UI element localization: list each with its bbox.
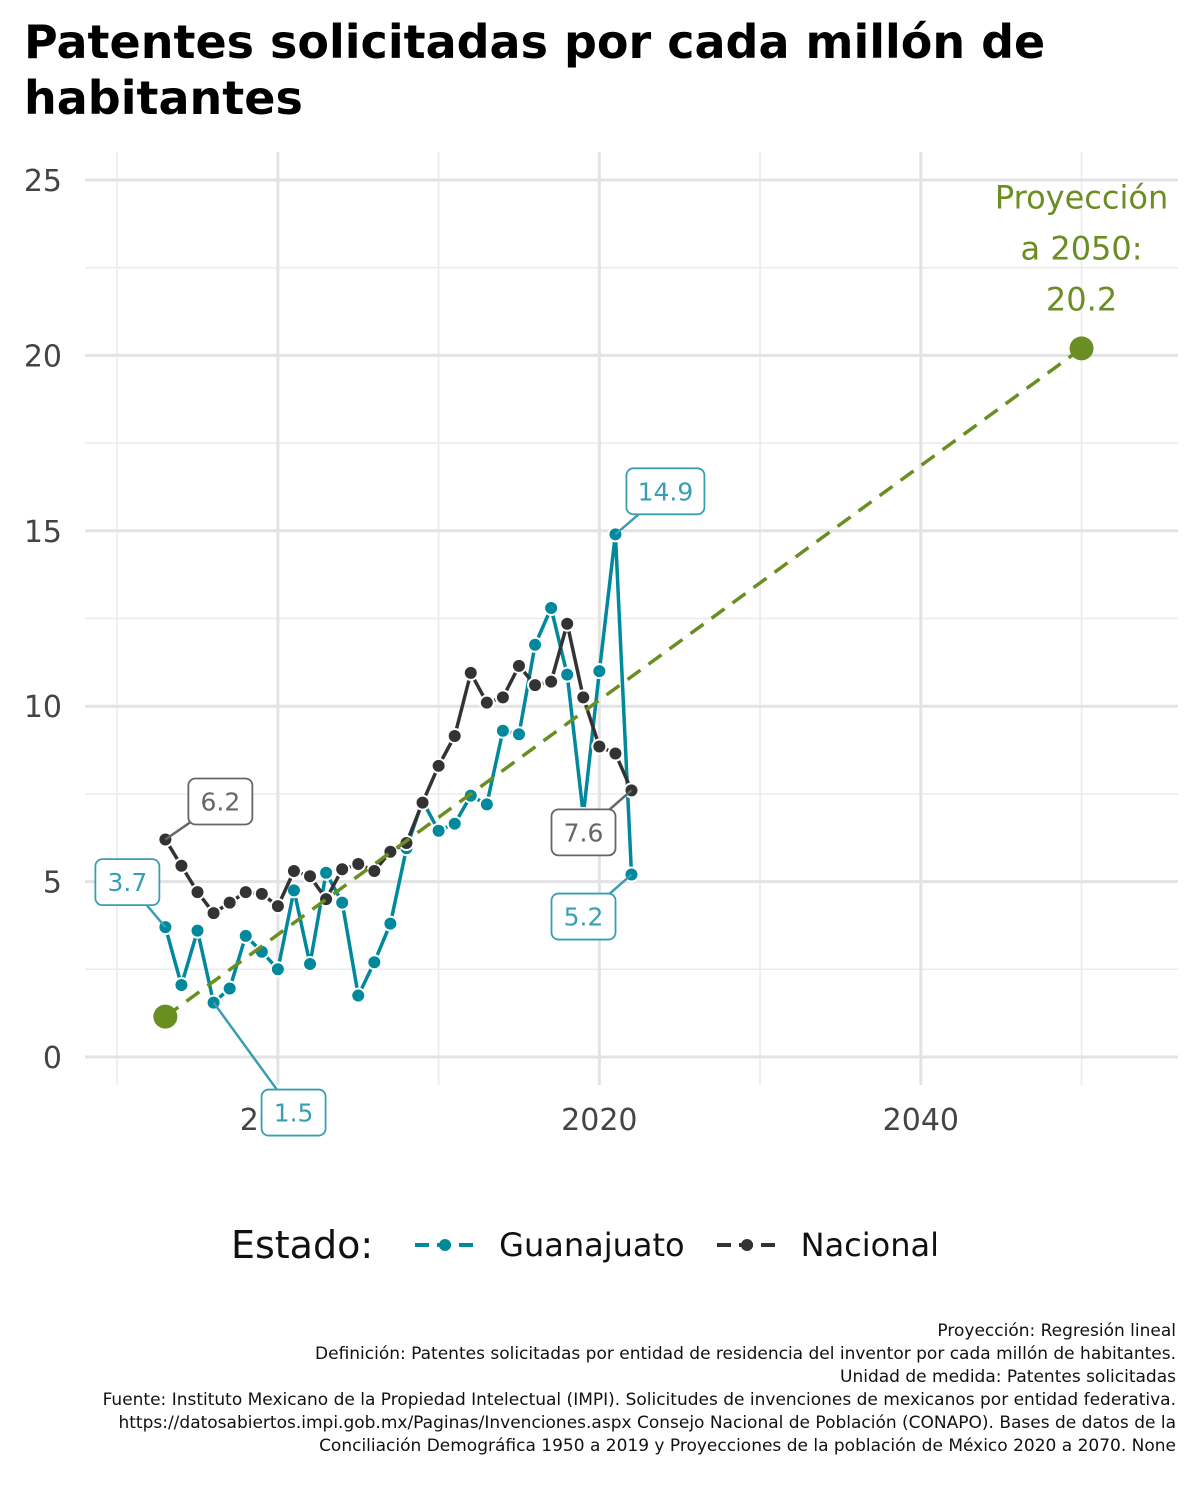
data-point-nacional bbox=[414, 794, 431, 811]
data-point-nacional bbox=[559, 615, 576, 632]
data-point-nacional bbox=[221, 894, 238, 911]
data-point-guanajuato bbox=[543, 599, 560, 616]
data-point-nacional bbox=[205, 905, 222, 922]
data-point-guanajuato bbox=[366, 954, 383, 971]
data-point-guanajuato bbox=[382, 915, 399, 932]
data-point-nacional bbox=[237, 884, 254, 901]
data-point-guanajuato bbox=[430, 822, 447, 839]
grid-minor bbox=[85, 152, 1178, 1085]
data-point-nacional bbox=[543, 673, 560, 690]
data-point-guanajuato bbox=[237, 927, 254, 944]
data-point-nacional bbox=[285, 863, 302, 880]
annotation-label: 1.5 bbox=[274, 1099, 314, 1128]
caption-line-projection: Proyección: Regresión lineal bbox=[937, 1321, 1176, 1341]
data-point-nacional bbox=[527, 677, 544, 694]
annotation-label: 7.6 bbox=[564, 818, 604, 847]
projection-layer: Proyección a 2050: 20.2 bbox=[153, 178, 1168, 1029]
annotation-layer: 3.7 1.5 14.9 5.2 6.2 7.6 bbox=[94, 467, 706, 1137]
legend-item-guanajuato: Guanajuato bbox=[413, 1226, 685, 1264]
annotation-box bbox=[260, 1088, 327, 1137]
data-point-nacional bbox=[478, 694, 495, 711]
data-point-guanajuato bbox=[173, 977, 190, 994]
annotation-label: 3.7 bbox=[107, 868, 147, 897]
data-point-nacional bbox=[173, 857, 190, 874]
data-point-guanajuato bbox=[478, 796, 495, 813]
y-tick-label: 0 bbox=[43, 1041, 62, 1076]
data-point-guanajuato bbox=[302, 955, 319, 972]
data-point-guanajuato bbox=[446, 815, 463, 832]
data-point-nacional bbox=[462, 664, 479, 681]
caption-line-unit: Unidad de medida: Patentes solicitadas bbox=[840, 1367, 1176, 1387]
data-point-nacional bbox=[494, 689, 511, 706]
y-axis-ticks: 0 5 10 15 20 25 bbox=[24, 164, 62, 1076]
data-point-nacional bbox=[366, 863, 383, 880]
data-point-nacional bbox=[253, 885, 270, 902]
data-point-guanajuato bbox=[189, 922, 206, 939]
annotation-label: 6.2 bbox=[200, 787, 240, 816]
data-point-nacional bbox=[430, 757, 447, 774]
legend-label-guanajuato: Guanajuato bbox=[499, 1226, 685, 1264]
data-point-guanajuato bbox=[318, 864, 335, 881]
data-point-guanajuato bbox=[350, 987, 367, 1004]
caption-line-source: Fuente: Instituto Mexicano de la Propied… bbox=[102, 1390, 1182, 1456]
series-line-nacional bbox=[163, 622, 634, 915]
chart-title: Patentes solicitadas por cada millón de … bbox=[24, 15, 1046, 125]
projection-label-line: a 2050: bbox=[1021, 229, 1143, 267]
x-axis-ticks: 200020202040 bbox=[240, 1103, 959, 1138]
annotation-label: 5.2 bbox=[564, 903, 604, 932]
caption: Proyección: Regresión lineal Definición:… bbox=[56, 1320, 1176, 1458]
annotation-box bbox=[550, 892, 617, 941]
projection-line bbox=[164, 347, 1083, 1019]
y-tick-label: 20 bbox=[24, 339, 62, 374]
data-point-guanajuato bbox=[221, 980, 238, 997]
data-point-guanajuato bbox=[334, 894, 351, 911]
y-tick-label: 25 bbox=[24, 164, 62, 199]
annotation-box bbox=[550, 808, 617, 857]
x-tick-label: 2020 bbox=[561, 1103, 637, 1138]
projection-label-line: 20.2 bbox=[1046, 280, 1117, 318]
y-tick-label: 5 bbox=[43, 866, 62, 901]
y-tick-label: 15 bbox=[24, 515, 62, 550]
caption-line-definition: Definición: Patentes solicitadas por ent… bbox=[315, 1344, 1176, 1364]
data-point-nacional bbox=[591, 738, 608, 755]
data-point-nacional bbox=[269, 898, 286, 915]
series-line-guanajuato bbox=[163, 532, 634, 1005]
data-point-guanajuato bbox=[269, 961, 286, 978]
data-point-nacional bbox=[575, 689, 592, 706]
legend-title: Estado: bbox=[230, 1223, 374, 1267]
legend-item-nacional: Nacional bbox=[715, 1226, 939, 1264]
data-point-nacional bbox=[446, 728, 463, 745]
annotation-box bbox=[94, 858, 161, 907]
data-point-guanajuato bbox=[494, 722, 511, 739]
annotation-box bbox=[625, 467, 706, 516]
annotation-label: 14.9 bbox=[638, 477, 694, 506]
legend-key-guanajuato bbox=[415, 1239, 476, 1251]
data-point-nacional bbox=[510, 657, 527, 674]
projection-label-line: Proyección bbox=[995, 178, 1168, 216]
legend: Estado: Guanajuato Nacional bbox=[0, 1215, 1200, 1275]
y-tick-label: 10 bbox=[24, 690, 62, 725]
data-point-guanajuato bbox=[527, 636, 544, 653]
annotation-box bbox=[187, 777, 254, 826]
data-point-nacional bbox=[302, 868, 319, 885]
data-point-nacional bbox=[189, 884, 206, 901]
projection-start-point bbox=[153, 1004, 178, 1029]
legend-label-nacional: Nacional bbox=[800, 1226, 940, 1264]
data-point-nacional bbox=[350, 856, 367, 873]
x-tick-label: 2040 bbox=[883, 1103, 959, 1138]
legend-key-nacional bbox=[716, 1239, 777, 1251]
projection-end-point bbox=[1069, 336, 1094, 361]
data-point-guanajuato bbox=[559, 666, 576, 683]
data-point-guanajuato bbox=[510, 726, 527, 743]
data-point-nacional bbox=[334, 861, 351, 878]
data-point-nacional bbox=[607, 745, 624, 762]
data-point-guanajuato bbox=[591, 663, 608, 680]
